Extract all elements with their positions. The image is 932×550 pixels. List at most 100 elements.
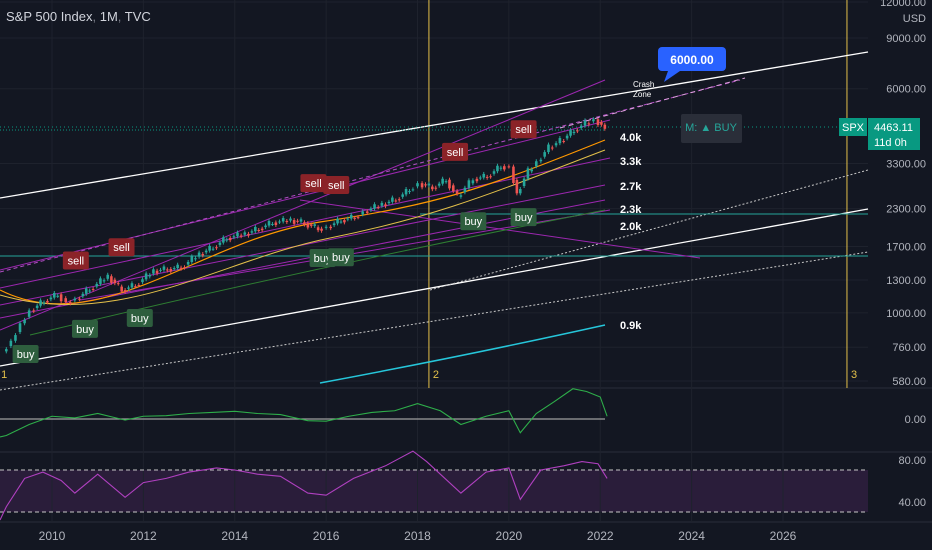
candle-body — [179, 267, 183, 269]
candle-body — [257, 229, 261, 231]
crash-zone-label: Crash — [633, 80, 654, 89]
candle-body — [479, 177, 482, 179]
candle-body — [485, 176, 489, 178]
rsi-axis-label: 80.00 — [898, 455, 926, 467]
candle-body — [562, 141, 565, 143]
candle-body — [169, 268, 173, 272]
sell-signal-label: sell — [68, 255, 85, 267]
candle-body — [299, 219, 303, 222]
fan-line — [0, 119, 611, 271]
candle-body — [49, 297, 53, 300]
candle-body — [285, 221, 289, 223]
candle-body — [587, 123, 591, 125]
buy-signal-label: buy — [332, 252, 350, 264]
candle-body — [512, 166, 515, 183]
candle-body — [137, 284, 141, 286]
candle-body — [437, 183, 441, 186]
target-callout — [658, 47, 726, 71]
candle-body — [271, 223, 274, 225]
candle-body — [496, 165, 499, 172]
candle-body — [459, 195, 463, 197]
candle-body — [183, 267, 186, 269]
candle-body — [522, 178, 526, 186]
candle-body — [247, 233, 250, 236]
sell-signal-label: sell — [305, 178, 322, 190]
candle-body — [186, 261, 190, 265]
y-axis-label: 12000.00 — [880, 0, 926, 9]
x-axis-label: 2024 — [678, 529, 705, 543]
candle-body — [59, 294, 63, 302]
buy-signal-label: buy — [314, 253, 332, 265]
sell-signal-label: sell — [515, 124, 532, 136]
sell-signal — [108, 238, 135, 257]
candle-body — [475, 178, 479, 182]
candle-body — [397, 199, 401, 201]
candle-body — [600, 121, 603, 125]
candle-body — [416, 183, 419, 187]
candle-body — [190, 256, 194, 262]
currency-label: USD — [903, 13, 926, 25]
candle-body — [292, 220, 296, 224]
candle-body — [365, 211, 369, 214]
symbol-badge-label: SPX — [842, 122, 865, 134]
x-axis-label: 2020 — [496, 529, 523, 543]
candle-body — [211, 248, 215, 250]
candle-body — [281, 218, 285, 222]
candle-body — [554, 143, 558, 146]
candle-body — [373, 204, 376, 209]
candle-body — [434, 187, 438, 189]
candle-body — [166, 269, 169, 271]
crash-projection — [559, 77, 746, 129]
candle-body — [84, 288, 88, 294]
candle-body — [243, 232, 247, 235]
candle-body — [5, 349, 8, 352]
candle-body — [232, 236, 236, 238]
candle-body — [441, 178, 444, 184]
sell-signal — [62, 251, 89, 270]
buy-signal-label: buy — [131, 313, 149, 325]
candle-body — [592, 119, 595, 122]
sell-signal-label: sell — [447, 147, 464, 159]
x-axis-label: 2012 — [130, 529, 157, 543]
candle-body — [73, 298, 77, 301]
channel-upper — [0, 51, 869, 199]
indicator-box — [681, 114, 742, 143]
candle-body — [596, 119, 600, 126]
candle-body — [431, 186, 434, 190]
candle-body — [303, 222, 306, 225]
x-axis-label: 2026 — [770, 529, 797, 543]
candle-body — [110, 276, 113, 283]
wave-label: 3 — [851, 369, 857, 381]
target-callout-label: 6000.00 — [670, 53, 714, 67]
candle-body — [222, 237, 225, 243]
candle-body — [250, 231, 254, 233]
candle-body — [576, 130, 579, 132]
y-axis-label: 580.00 — [892, 376, 926, 388]
candle-body — [18, 323, 22, 333]
candle-body — [579, 125, 583, 129]
channel-lower — [0, 208, 869, 367]
candle-body — [394, 200, 398, 202]
candle-body — [320, 228, 323, 231]
candle-body — [35, 305, 39, 309]
fan-line — [299, 199, 701, 259]
candle-body — [569, 130, 572, 136]
level-label: 2.0k — [620, 221, 642, 233]
candle-body — [482, 173, 486, 178]
candle-body — [451, 185, 455, 192]
candle-body — [106, 274, 110, 279]
chart-header: S&P 500 Index, 1M, TVC — [6, 9, 151, 24]
candle-body — [274, 222, 278, 226]
candle-body — [99, 278, 102, 284]
candle-body — [289, 218, 292, 221]
indicator-label: M: ▲ BUY — [685, 122, 737, 134]
candle-body — [572, 131, 576, 134]
candle-body — [52, 292, 56, 298]
candle-body — [155, 270, 159, 274]
candle-body — [543, 152, 546, 157]
last-price-value: 4463.11 — [874, 122, 913, 134]
candle-body — [9, 340, 13, 347]
candle-body — [404, 188, 408, 195]
candle-body — [539, 159, 543, 162]
